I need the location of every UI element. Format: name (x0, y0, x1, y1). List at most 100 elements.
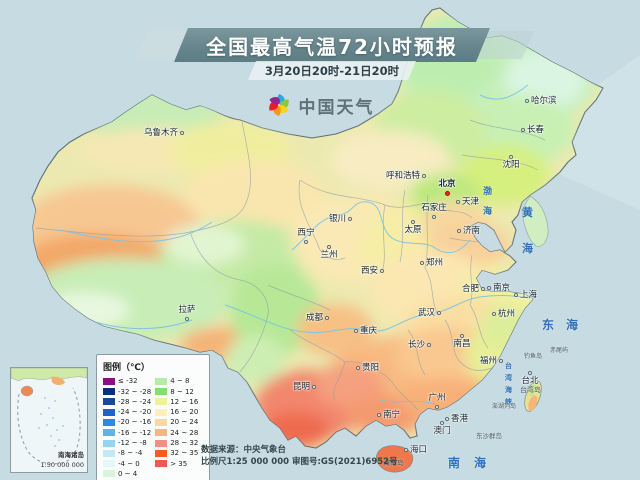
banner-bar: 全国最高气温72小时预报 (174, 28, 490, 62)
legend-item: -20 ~ -16 (103, 418, 151, 427)
city-label: 澳门 (433, 426, 451, 436)
title-banner: 全国最高气温72小时预报 (135, 28, 535, 62)
legend-item: -8 ~ -4 (103, 449, 151, 458)
legend-range-label: 16 ~ 20 (170, 408, 199, 417)
forecast-period: 3月20日20时-21日20时 (248, 61, 416, 80)
city-label: 武汉 (417, 308, 435, 318)
city-marker (492, 312, 496, 316)
capital-marker (445, 191, 450, 196)
hainan-island (375, 445, 414, 473)
sea-label: 黄海 (522, 206, 533, 255)
legend-item: -4 ~ 0 (103, 459, 151, 468)
city-marker (525, 99, 529, 103)
city-marker (481, 287, 485, 291)
city-marker (354, 329, 358, 333)
city-marker (356, 366, 360, 370)
taiwan-island (524, 380, 542, 412)
city-marker (509, 155, 513, 159)
legend-range-label: 32 ~ 35 (170, 449, 199, 458)
legend-item: -12 ~ -8 (103, 439, 151, 448)
legend-item: 24 ~ 28 (155, 428, 198, 437)
legend-range-label: 24 ~ 28 (170, 428, 199, 437)
legend-item: 20 ~ 24 (155, 418, 198, 427)
city-label: 兰州 (320, 250, 338, 260)
legend-range-label: -4 ~ 0 (118, 459, 140, 468)
city-label: 银川 (328, 214, 346, 224)
legend-swatch (103, 460, 115, 468)
city-marker (348, 217, 352, 221)
korea-landmass (521, 195, 549, 247)
legend-item: -16 ~ -12 (103, 428, 151, 437)
legend-range-label: ≤ -32 (118, 377, 138, 386)
legend-item: 12 ~ 16 (155, 398, 198, 407)
city-marker (456, 200, 460, 204)
city-label: 拉萨 (178, 305, 196, 315)
city-label: 台北 (521, 376, 539, 386)
legend-range-label: 12 ~ 16 (170, 397, 199, 406)
forecast-period-text: 3月20日20时-21日20时 (264, 63, 400, 78)
rivers (59, 84, 531, 405)
city-marker (440, 421, 444, 425)
legend-item: 28 ~ 32 (155, 439, 198, 448)
attribution: 数据来源：中央气象台 比例尺1:25 000 000 审图号:GS(2021)6… (201, 445, 398, 468)
city-label: 广州 (428, 393, 446, 403)
city-marker (327, 245, 331, 249)
city-marker (411, 220, 415, 224)
legend-swatch (155, 408, 168, 416)
city-label: 北京 (438, 179, 456, 189)
city-label: 郑州 (426, 258, 444, 268)
china-weather-logo-icon (268, 94, 289, 116)
legend-range-label: 4 ~ 8 (170, 377, 190, 386)
city-label: 济南 (463, 226, 481, 236)
city-marker (185, 317, 189, 321)
city-label: 南昌 (453, 339, 471, 349)
legend-column-left: ≤ -32 -32 ~ -28 -28 ~ -24 -24 ~ -20 -20 ~ -1… (103, 377, 151, 478)
legend-swatch (103, 470, 115, 478)
city-marker (422, 174, 426, 178)
city-marker (457, 229, 461, 233)
brand: 中国天气 (0, 92, 640, 118)
legend-item: -24 ~ -20 (103, 408, 151, 417)
legend-item: -28 ~ -24 (103, 398, 151, 407)
city-marker (180, 131, 184, 135)
city-marker (420, 261, 424, 265)
legend-range-label: 8 ~ 12 (170, 387, 194, 396)
legend-range-label: 28 ~ 32 (170, 439, 199, 448)
legend-swatch (155, 388, 168, 396)
island-label: 东沙群岛 (476, 432, 502, 440)
legend-range-label: -24 ~ -20 (118, 408, 152, 417)
city-marker (427, 343, 431, 347)
island-label: 钓鱼岛 (524, 353, 543, 360)
legend-item: -32 ~ -28 (103, 387, 151, 396)
page-title: 全国最高气温72小时预报 (206, 34, 458, 59)
city-label: 南京 (493, 283, 511, 293)
map-scale-license: 比例尺1:25 000 000 审图号:GS(2021)6952号 (201, 456, 398, 467)
brand-name: 中国天气 (298, 97, 375, 118)
city-label: 杭州 (498, 309, 516, 319)
legend-swatch (103, 388, 115, 396)
legend-range-label: -28 ~ -24 (118, 397, 152, 406)
legend-item: 16 ~ 20 (155, 408, 198, 417)
legend-range-label: -32 ~ -28 (118, 387, 152, 396)
city-marker (380, 269, 384, 273)
temperature-legend: 图例（℃） ≤ -32 -32 ~ -28 -28 ~ -24 -24 ~ -20 -2… (96, 354, 210, 480)
legend-item: 4 ~ 8 (155, 377, 198, 386)
city-marker (487, 286, 491, 290)
province-borders (35, 119, 546, 411)
island-label: 赤尾屿 (550, 347, 569, 354)
legend-range-label: -12 ~ -8 (118, 439, 147, 448)
legend-range-label: > 35 (170, 459, 188, 468)
south-china-sea-inset: 南海诸岛 1:50 000 000 (10, 367, 88, 473)
city-marker (435, 405, 439, 409)
city-label: 上海 (520, 290, 538, 300)
city-label: 南宁 (383, 410, 401, 420)
legend-item: > 35 (155, 459, 198, 468)
legend-range-label: 20 ~ 24 (170, 418, 199, 427)
data-source: 数据来源：中央气象台 (201, 445, 287, 455)
sea-label: 南海 (448, 456, 501, 470)
city-marker (304, 240, 308, 244)
temperature-shading (32, 8, 600, 448)
